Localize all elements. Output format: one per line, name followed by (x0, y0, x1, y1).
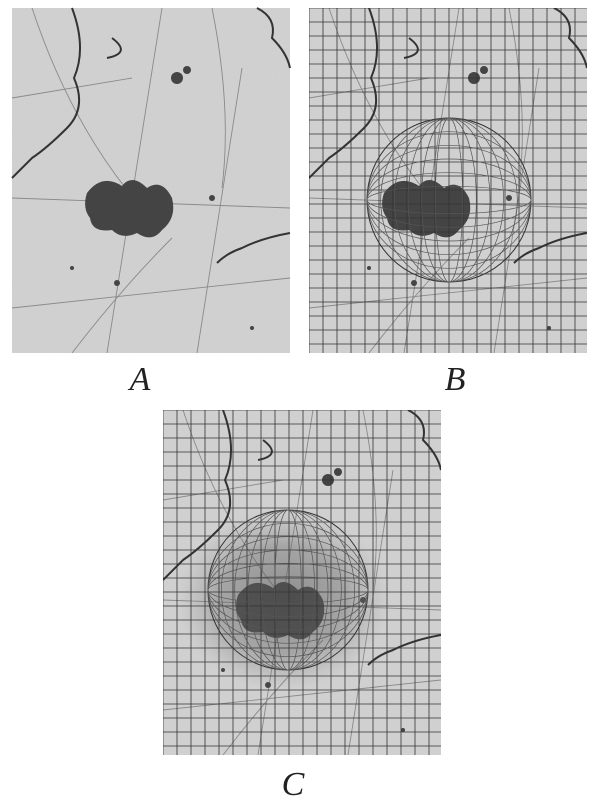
zone-curve (366, 131, 532, 269)
zone-curve (207, 522, 369, 658)
panel-a (12, 8, 290, 353)
map-image (12, 8, 290, 353)
panel-c (163, 410, 441, 755)
panel-label: A (128, 361, 151, 398)
panel-label: B (445, 361, 466, 398)
zone-curve (220, 509, 356, 671)
panel-b (309, 8, 587, 353)
panel-label: C (282, 766, 305, 800)
zone-curve (380, 117, 518, 283)
